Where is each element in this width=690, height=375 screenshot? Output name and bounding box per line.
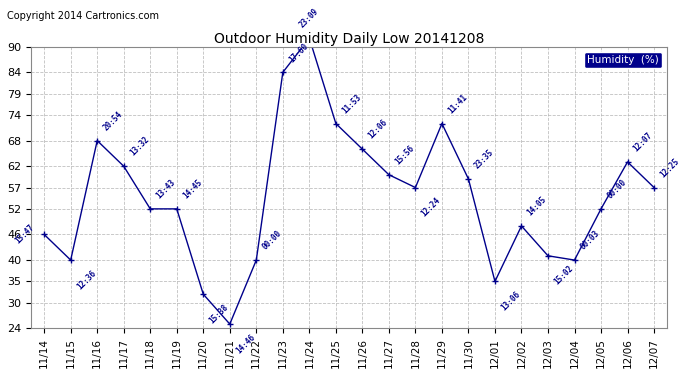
- Text: 11:53: 11:53: [340, 93, 363, 115]
- Text: 00:00: 00:00: [605, 178, 628, 201]
- Text: 14:05: 14:05: [526, 195, 549, 217]
- Text: 14:46: 14:46: [234, 332, 257, 355]
- Text: 15:47: 15:47: [13, 223, 36, 246]
- Text: 23:35: 23:35: [473, 148, 495, 171]
- Text: 23:09: 23:09: [298, 7, 321, 30]
- Text: 00:03: 00:03: [579, 229, 602, 252]
- Text: 15:02: 15:02: [552, 264, 575, 287]
- Text: 15:38: 15:38: [208, 303, 230, 325]
- Legend: Humidity  (%): Humidity (%): [584, 52, 662, 68]
- Text: Copyright 2014 Cartronics.com: Copyright 2014 Cartronics.com: [7, 11, 159, 21]
- Text: 14:45: 14:45: [181, 178, 204, 201]
- Text: 12:36: 12:36: [75, 268, 97, 291]
- Text: 15:56: 15:56: [393, 144, 416, 166]
- Text: 12:07: 12:07: [632, 131, 654, 154]
- Text: 17:60: 17:60: [287, 41, 310, 64]
- Text: 12:06: 12:06: [366, 118, 389, 141]
- Title: Outdoor Humidity Daily Low 20141208: Outdoor Humidity Daily Low 20141208: [214, 32, 484, 46]
- Text: 20:54: 20:54: [101, 110, 124, 132]
- Text: 11:41: 11:41: [446, 93, 469, 115]
- Text: 12:24: 12:24: [420, 196, 442, 219]
- Text: 13:06: 13:06: [499, 290, 522, 312]
- Text: 13:32: 13:32: [128, 135, 150, 158]
- Text: 12:25: 12:25: [658, 156, 681, 179]
- Text: 00:00: 00:00: [260, 229, 283, 252]
- Text: 13:43: 13:43: [155, 178, 177, 201]
